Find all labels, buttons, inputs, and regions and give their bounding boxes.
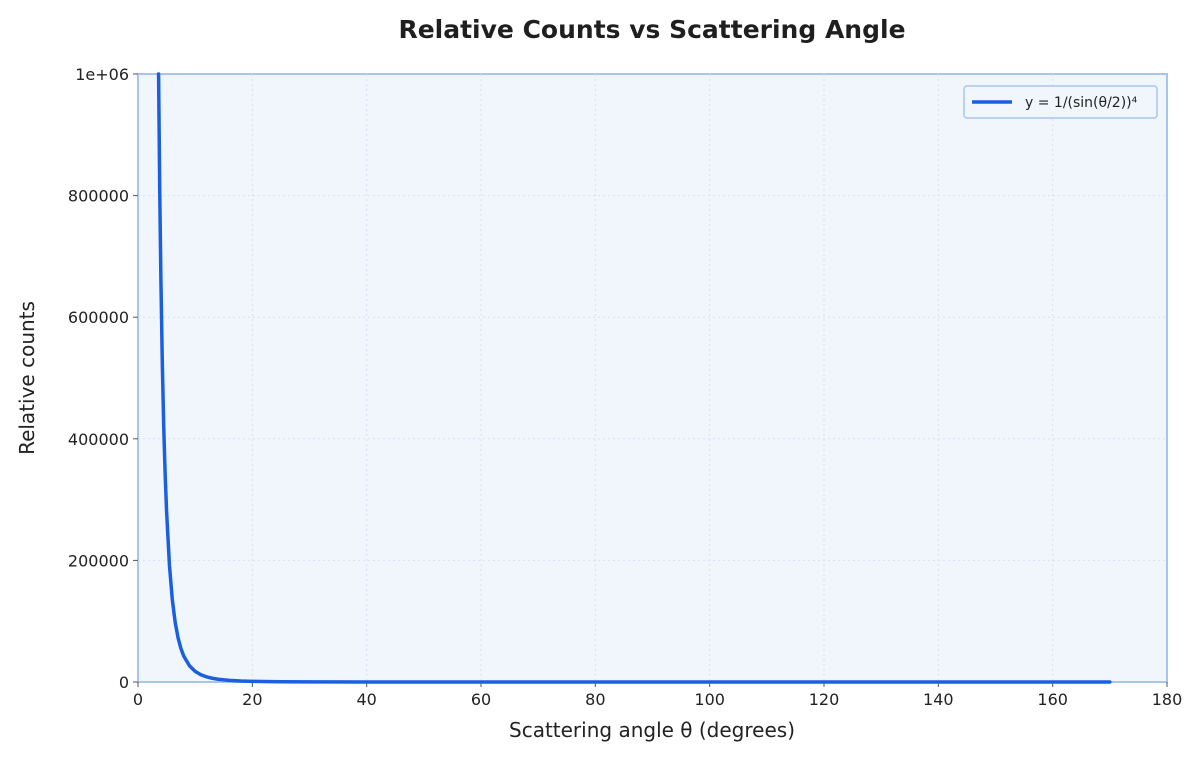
x-tick-label: 40 [356, 690, 376, 709]
x-tick-label: 140 [923, 690, 954, 709]
y-tick-label: 400000 [68, 430, 129, 449]
grid [138, 74, 1167, 682]
y-tick-label: 200000 [68, 551, 129, 570]
chart-title: Relative Counts vs Scattering Angle [398, 15, 905, 44]
x-axis-label: Scattering angle θ (degrees) [509, 718, 795, 742]
plot-area [137, 73, 1168, 683]
y-axis-label: Relative counts [15, 301, 39, 455]
y-tick-label: 800000 [68, 187, 129, 206]
x-tick-label: 20 [242, 690, 262, 709]
series-layer [156, 72, 1112, 684]
y-tick-label: 0 [119, 673, 129, 692]
legend-label: y = 1/(sin(θ/2))⁴ [1025, 95, 1138, 111]
x-tick-label: 120 [809, 690, 840, 709]
x-tick-label: 80 [585, 690, 605, 709]
y-tick-label: 1e+06 [75, 65, 129, 84]
y-axis-ticks: 0 200000 400000 600000 800000 1e+06 [68, 65, 138, 692]
y-tick-label: 600000 [68, 308, 129, 327]
x-tick-label: 0 [133, 690, 143, 709]
x-axis-ticks: 0 20 40 60 80 100 120 140 160 180 [133, 682, 1182, 709]
x-tick-label: 60 [471, 690, 491, 709]
series-line [156, 72, 1112, 684]
x-tick-label: 180 [1152, 690, 1183, 709]
x-tick-label: 160 [1037, 690, 1068, 709]
x-tick-label: 100 [694, 690, 725, 709]
legend: y = 1/(sin(θ/2))⁴ [963, 85, 1158, 119]
legend-box [963, 85, 1158, 119]
